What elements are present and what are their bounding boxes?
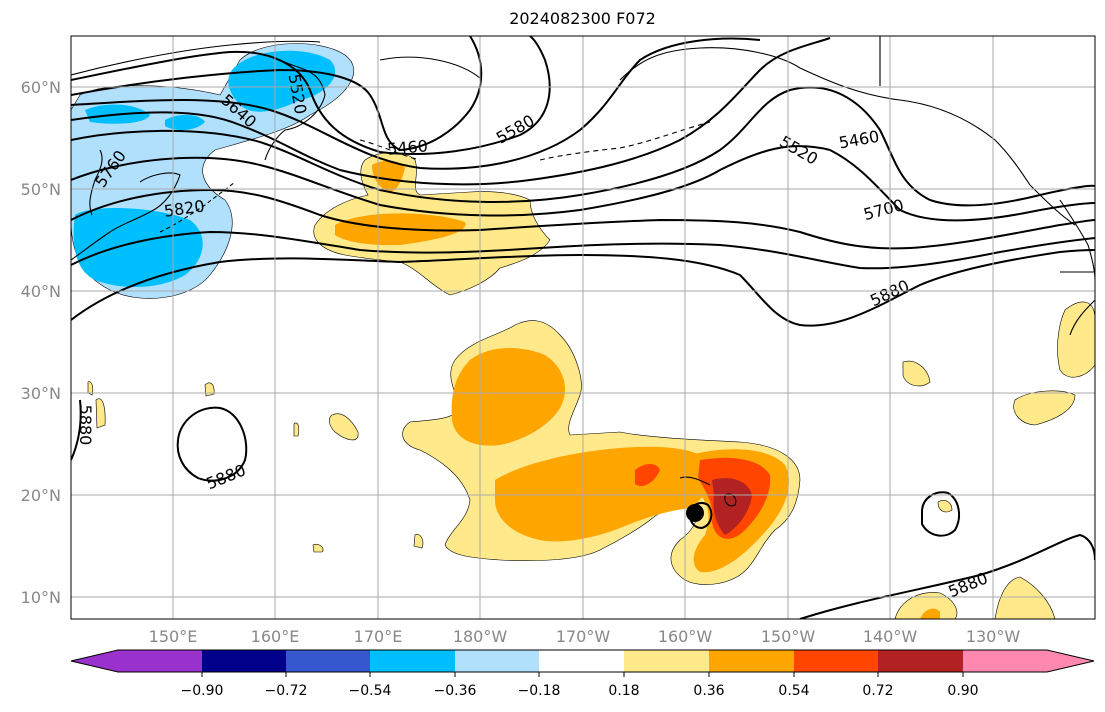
colorbar: −0.90 −0.72 −0.54 −0.36 −0.18 0.18 0.36 … [70, 649, 1095, 699]
contour-5880-west-closed [176, 406, 248, 482]
colorbar-extend-low [71, 650, 118, 672]
dark-red-region-hawaii [712, 478, 752, 535]
colorbar-segment [709, 650, 795, 672]
orange-patch-bottom [920, 608, 940, 619]
lon-label: 170°W [556, 627, 611, 646]
yellow-patch-295-430 [293, 422, 300, 437]
lat-label: 30°N [21, 384, 61, 403]
yellow-patch-330-35 [329, 413, 359, 441]
colorbar-tick-label: 0.18 [608, 683, 639, 699]
yellow-patch-bottom-a [894, 592, 958, 619]
colorbar-segment [202, 650, 287, 672]
coast-aleutians [359, 121, 711, 161]
colorbar-segment [794, 650, 879, 672]
lat-label: 40°N [21, 282, 61, 301]
lon-label: 180°W [453, 627, 508, 646]
colorbar-segment [118, 650, 203, 672]
coast-asia-north [71, 40, 481, 79]
contour-layer [71, 36, 1095, 619]
colorbar-segment [370, 650, 456, 672]
yellow-patch-418-540 [413, 534, 424, 549]
coast-japan [71, 149, 181, 261]
colorbar-segment [539, 650, 625, 672]
latitude-labels: 60°N 50°N 40°N 30°N 20°N 10°N [21, 78, 61, 607]
map-title: 2024082300 F072 [509, 9, 656, 28]
lat-label: 20°N [21, 486, 61, 505]
contour-5820 [71, 188, 1095, 250]
yellow-patch-945-505 [937, 500, 953, 513]
contour-5880-south [799, 533, 1095, 619]
contour-5580 [71, 37, 761, 170]
lon-label: 140°W [863, 627, 918, 646]
map-panel: 5520 5640 5760 5820 5460 5580 5520 5460 … [71, 36, 1095, 619]
contour-5880-north [71, 249, 1095, 327]
coast-california [1069, 299, 1095, 336]
coast-bc [1059, 199, 1095, 281]
coast-alaska [619, 47, 1076, 226]
contour-5850 [71, 230, 1095, 270]
colorbar-tick-label: 0.54 [778, 683, 809, 699]
lat-label: 60°N [21, 78, 61, 97]
map-frame [70, 35, 1096, 620]
yellow-patch-90-385 [87, 381, 94, 396]
contour-label: 5880 [76, 405, 95, 446]
colorbar-tick-label: −0.72 [265, 683, 308, 699]
lon-label: 160°W [658, 627, 713, 646]
lon-label: 130°W [966, 627, 1021, 646]
orange-region-north-b [372, 160, 405, 192]
colorbar-segment [878, 650, 964, 672]
contour-5880-east-closed [921, 491, 961, 537]
colorbar-extend-high [1047, 650, 1094, 672]
storm-marker [686, 504, 704, 522]
colorbar-tick-label: 0.90 [947, 683, 978, 699]
lon-label: 170°E [354, 627, 403, 646]
yellow-patch-bottom-b [994, 576, 1056, 619]
colorbar-segment [455, 650, 540, 672]
lat-label: 10°N [21, 588, 61, 607]
colorbar-tick-label: 0.36 [693, 683, 724, 699]
blue-region-nw-a [228, 50, 336, 112]
colorbar-tick-label: −0.36 [434, 683, 477, 699]
colorbar-tick-label: −0.54 [349, 683, 392, 699]
contour-label: 5460 [386, 136, 428, 158]
yellow-patch-210-390 [204, 382, 215, 397]
yellow-patch-1020-400 [1013, 390, 1076, 426]
blue-region-nw-b [73, 208, 203, 287]
lat-label: 50°N [21, 180, 61, 199]
coastline-layer [71, 36, 1095, 507]
contour-5760 [71, 145, 1095, 222]
lon-label: 150°W [761, 627, 816, 646]
contour-5880-west-edge [71, 399, 82, 461]
lon-label: 150°E [149, 627, 198, 646]
contour-5700 [71, 86, 1095, 207]
colorbar-segment [286, 650, 371, 672]
colorbar-segment [963, 650, 1048, 672]
colorbar-tick-label: −0.18 [518, 683, 561, 699]
yellow-patch-910-375 [902, 360, 931, 387]
yellow-patch-318-548 [312, 543, 324, 553]
gridlines [71, 36, 1095, 619]
colorbar-segment [624, 650, 710, 672]
colorbar-tick-label: −0.90 [181, 683, 224, 699]
colorbar-tick-label: 0.72 [862, 683, 893, 699]
yellow-patch-100-410 [95, 398, 106, 429]
colorbar-outline [70, 649, 1095, 673]
longitude-labels: 150°E 160°E 170°E 180°W 170°W 160°W 150°… [149, 627, 1021, 646]
yellow-patch-1080-340 [1057, 301, 1095, 378]
contour-5520-west [71, 36, 551, 155]
red-region-small [635, 464, 660, 487]
lon-label: 160°E [251, 627, 300, 646]
contour-5640 [71, 37, 831, 186]
blue-region-nw-d [165, 114, 205, 131]
